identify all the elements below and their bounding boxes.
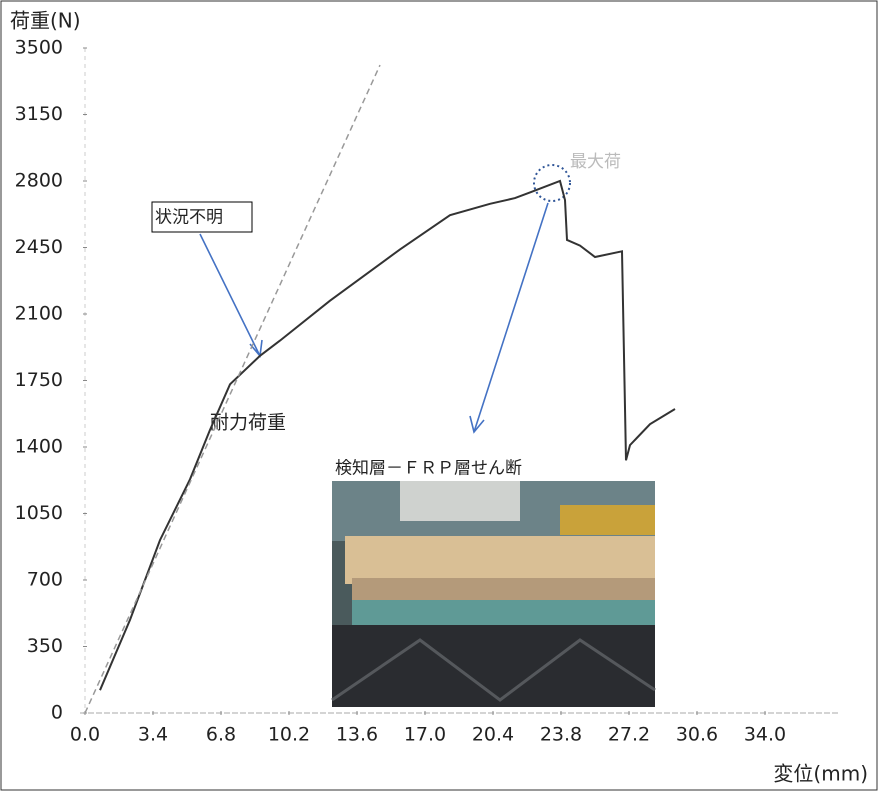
x-tick-label: 0.0 [70,724,100,746]
y-tick-label: 2100 [15,303,63,325]
x-tick-label: 13.6 [336,724,378,746]
curve [99,179,676,691]
y-tick-label: 3150 [15,103,63,125]
y-tick-label: 700 [27,569,63,591]
note-box [151,201,253,233]
x-tick-label: 23.8 [540,724,582,746]
y-tick-label: 350 [27,635,63,657]
x-tick-label: 17.0 [404,724,446,746]
note: 耐力荷重 [210,412,286,434]
curve [84,64,381,714]
note: 状況不明 [155,208,223,228]
x-tick-label: 20.4 [472,724,514,746]
highlight-circle [533,164,571,202]
x-tick-label: 10.2 [268,724,310,746]
y-tick-label: 1400 [15,436,63,458]
note: 最大荷 [570,152,621,172]
x-axis-label: 変位(mm) [773,762,868,786]
y-tick-label: 2800 [15,170,63,192]
x-tick-label: 27.2 [608,724,650,746]
y-tick-label: 0 [51,702,63,724]
photo-caption: 検知層－ＦＲＰ層せん断 [335,459,522,479]
y-tick-label: 1050 [15,502,63,524]
x-tick-label: 34.0 [744,724,786,746]
photo [331,481,656,707]
y-tick-label: 1750 [15,369,63,391]
x-tick-label: 30.6 [676,724,718,746]
y-axis-label: 荷重(N) [10,9,81,33]
y-tick-label: 2450 [15,236,63,258]
x-tick-label: 3.4 [138,724,168,746]
y-tick-label: 3500 [15,37,63,59]
x-tick-label: 6.8 [206,724,236,746]
